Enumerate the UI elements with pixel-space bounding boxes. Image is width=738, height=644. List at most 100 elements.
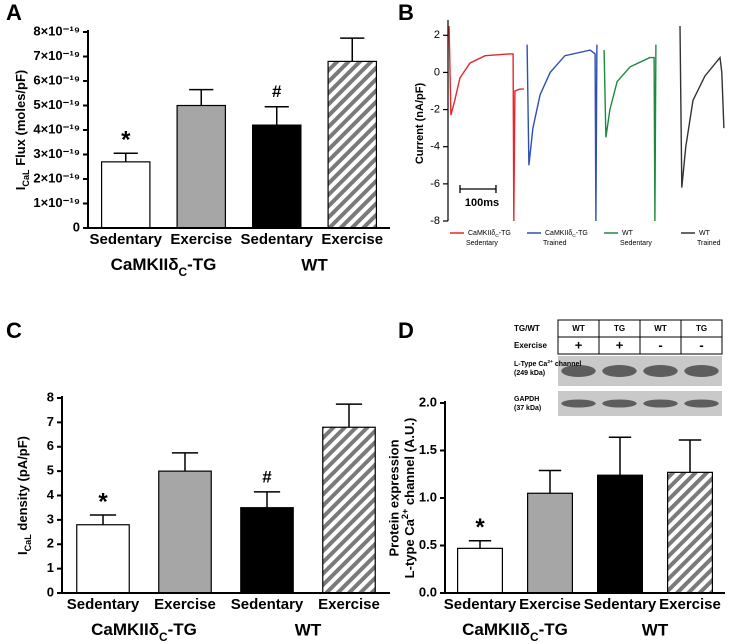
- y-tick-label: -8: [430, 215, 440, 227]
- x-tick-label: Sedentary: [584, 596, 657, 613]
- text-part: L-type Ca: [402, 518, 417, 578]
- text-part: CaL: [23, 534, 33, 552]
- y-tick-label: 5×10⁻¹⁹: [33, 97, 80, 112]
- y-tick-label: 6: [47, 438, 54, 453]
- text-part: WT: [699, 230, 711, 237]
- text-part: -TG: [576, 230, 588, 237]
- y-tick-label: 2×10⁻¹⁹: [33, 170, 80, 185]
- text-part: Flux (moles/pF): [13, 70, 28, 170]
- panel-letter: D: [398, 318, 414, 343]
- text-part: C: [159, 630, 168, 644]
- y-tick-label: 4: [47, 487, 55, 502]
- y-tick-label: -6: [430, 178, 440, 190]
- blot-band: [643, 365, 678, 377]
- legend-label: Sedentary: [620, 240, 652, 247]
- scale-bar-label: 100ms: [465, 197, 499, 209]
- x-tick-label: Sedentary: [240, 231, 313, 248]
- y-tick-label: 0: [434, 66, 440, 78]
- text-part: -TG: [539, 620, 568, 639]
- y-axis-label: Current (nA/pF): [414, 83, 426, 165]
- y-tick-label: 3×10⁻¹⁹: [33, 146, 80, 161]
- y-tick-label: 1.5: [419, 442, 437, 457]
- blot-band: [684, 365, 719, 377]
- blot-genotype: WT: [654, 324, 667, 333]
- y-axis-label: ICaL Flux (moles/pF): [13, 70, 31, 190]
- group-label: CaMKIIδC-TG: [111, 255, 217, 279]
- axes: [87, 30, 390, 229]
- bar: [176, 104, 227, 229]
- bar: [100, 161, 151, 229]
- group-label: WT: [642, 620, 669, 639]
- blot-exercise: -: [699, 337, 703, 352]
- x-tick-label: Sedentary: [67, 596, 140, 613]
- text-part: density (pA/pF): [15, 436, 30, 534]
- y-tick-label: 1: [47, 560, 54, 575]
- text-part: -TG: [168, 620, 197, 639]
- text-part: -TG: [499, 230, 511, 237]
- text-part: channel: [553, 361, 581, 368]
- x-tick-label: Exercise: [170, 231, 232, 248]
- x-tick-label: Sedentary: [89, 231, 162, 248]
- group-label: CaMKIIδC-TG: [91, 620, 197, 644]
- text-part: I: [15, 551, 30, 555]
- y-tick-label: 0.5: [419, 537, 437, 552]
- bar: [327, 60, 378, 229]
- western-blot-inset: TG/WT Exercise WT TG WT TG + + - - L-Type Ca2+ cha…: [514, 319, 723, 416]
- blot-band-label: GAPDH: [514, 396, 539, 403]
- y-tick-label: -2: [430, 103, 440, 115]
- blot-band: [561, 365, 596, 377]
- group-label: CaMKIIδC-TG: [462, 620, 568, 644]
- blot-row-label: Exercise: [514, 341, 547, 350]
- bar: [457, 547, 504, 594]
- text-part: channel (A.U.): [402, 418, 417, 509]
- scale-bar: [459, 185, 497, 193]
- blot-exercise: -: [658, 337, 662, 352]
- bar: [322, 426, 376, 594]
- text-part: WT: [622, 230, 634, 237]
- bar: [158, 470, 212, 594]
- bar: [666, 471, 713, 594]
- y-tick-label: 0: [73, 219, 80, 234]
- blot-band: [602, 399, 637, 408]
- group-label: WT: [301, 255, 328, 274]
- y-tick-label: 7: [47, 414, 54, 429]
- text-part: CaL: [21, 169, 31, 187]
- text-part: 2+: [547, 359, 553, 365]
- y-tick-label: 2: [434, 29, 440, 41]
- text-part: C: [572, 233, 576, 239]
- y-tick-label: 7×10⁻¹⁹: [33, 48, 80, 63]
- text-part: C: [179, 265, 188, 279]
- y-tick-label: 3: [47, 511, 54, 526]
- blot-genotype: TG: [696, 324, 707, 333]
- legend-label: WT: [699, 230, 711, 237]
- x-tick-label: Sedentary: [231, 596, 304, 613]
- y-tick-label: 8×10⁻¹⁹: [33, 23, 80, 38]
- x-tick-label: Exercise: [318, 596, 380, 613]
- y-tick-label: 6×10⁻¹⁹: [33, 72, 80, 87]
- panel-letter: A: [6, 0, 22, 25]
- annotation: *: [98, 488, 108, 515]
- axes: [61, 396, 390, 594]
- panel: A Sedentary * Exercise Sedentary # Exercise CaM…: [6, 0, 390, 279]
- y-tick-label: 0.0: [419, 584, 437, 599]
- blot-band: [643, 399, 678, 408]
- blot-band: [561, 399, 596, 408]
- text-part: CaMKIIδ: [111, 255, 179, 274]
- y-tick-label: 1.0: [419, 489, 437, 504]
- x-tick-label: Exercise: [519, 596, 581, 613]
- y-axis-label: L-type Ca2+ channel (A.U.): [400, 418, 417, 579]
- trace: [448, 25, 524, 222]
- panel-letter: C: [6, 318, 22, 343]
- y-axis-label: Protein expression: [386, 439, 401, 556]
- blot-band-size: (37 kDa): [514, 405, 541, 412]
- annotation: #: [262, 467, 272, 486]
- y-tick-label: 1×10⁻¹⁹: [33, 195, 80, 210]
- blot-genotype: TG: [614, 324, 625, 333]
- text-part: CaMKIIδ: [545, 230, 572, 237]
- legend-label: WT: [622, 230, 634, 237]
- legend-label: Trained: [697, 240, 721, 247]
- blot-row-label: TG/WT: [514, 324, 540, 333]
- y-tick-label: 5: [47, 463, 54, 478]
